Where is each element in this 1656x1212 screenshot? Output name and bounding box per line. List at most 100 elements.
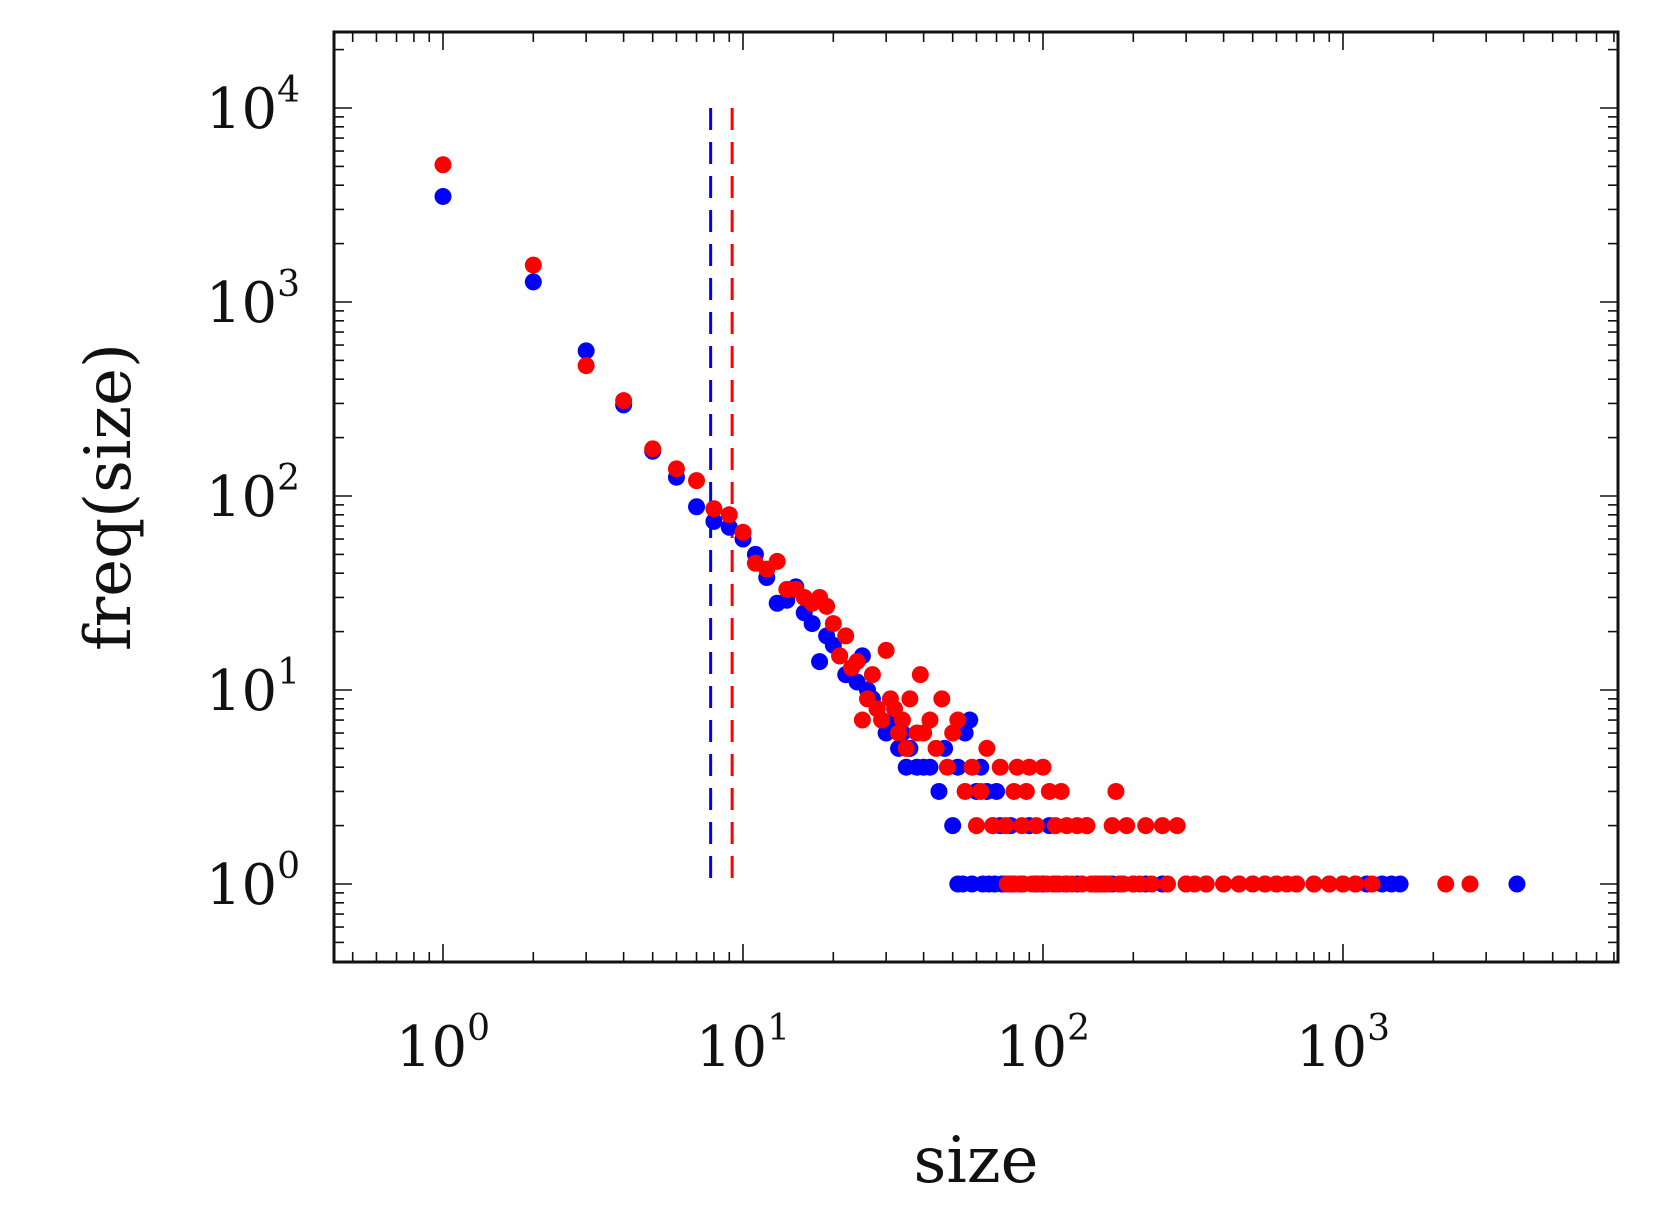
data-point — [984, 817, 1002, 835]
data-point — [1052, 782, 1070, 800]
data-point — [1437, 875, 1455, 893]
data-point — [921, 711, 939, 729]
y-tick-label: 104 — [206, 70, 300, 142]
data-point — [768, 552, 786, 570]
data-point — [988, 782, 1006, 800]
data-point — [434, 156, 452, 174]
y-tick-label: 102 — [206, 458, 300, 530]
data-point — [615, 392, 633, 410]
y-tick-label: 101 — [206, 652, 300, 724]
data-point — [967, 817, 985, 835]
data-point — [831, 647, 849, 665]
data-point — [837, 627, 855, 645]
data-point — [853, 711, 871, 729]
data-point — [1034, 758, 1052, 776]
data-point — [1244, 875, 1262, 893]
data-point — [1103, 817, 1121, 835]
data-point — [824, 615, 842, 633]
data-point — [1017, 782, 1035, 800]
data-point — [897, 739, 915, 757]
data-point — [956, 782, 974, 800]
data-point — [524, 273, 542, 291]
data-point — [1363, 875, 1381, 893]
data-point — [877, 641, 895, 659]
x-tick-labels: 100 101 102 103 — [396, 1008, 1390, 1080]
data-point — [1320, 875, 1338, 893]
data-point — [1005, 782, 1023, 800]
data-point — [1215, 875, 1233, 893]
data-point — [705, 512, 723, 530]
data-point — [818, 597, 836, 615]
data-point — [1107, 782, 1125, 800]
data-point — [803, 615, 821, 633]
data-point — [972, 782, 990, 800]
data-point — [688, 498, 706, 516]
data-point — [1288, 875, 1306, 893]
data-point — [1508, 875, 1526, 893]
data-point — [927, 739, 945, 757]
y-tick-label: 103 — [206, 264, 300, 336]
data-point — [577, 357, 595, 375]
y-axis-label: freq(size) — [72, 343, 146, 651]
data-point — [1168, 817, 1186, 835]
data-point — [997, 817, 1015, 835]
y-tick-labels: 100 101 102 103 104 — [206, 70, 300, 918]
data-point — [1013, 817, 1031, 835]
plot-frame — [332, 30, 1620, 964]
data-point — [1131, 875, 1149, 893]
data-point — [1230, 875, 1248, 893]
data-point — [720, 518, 738, 536]
data-point — [1114, 875, 1132, 893]
minor-ticks — [334, 32, 1618, 962]
data-point — [961, 711, 979, 729]
data-point — [978, 739, 996, 757]
data-point — [911, 666, 929, 684]
data-point — [1118, 817, 1136, 835]
data-point — [1461, 875, 1479, 893]
data-point — [434, 187, 452, 205]
data-point — [921, 758, 939, 776]
x-tick-label: 103 — [1296, 1008, 1390, 1080]
x-axis-label: size — [914, 1124, 1039, 1198]
data-point — [933, 690, 951, 708]
data-point — [705, 500, 723, 518]
data-point — [1153, 817, 1171, 835]
data-point — [1143, 875, 1161, 893]
data-point — [1186, 875, 1204, 893]
data-point — [1391, 875, 1409, 893]
data-point — [915, 724, 933, 742]
data-point — [577, 342, 595, 360]
data-point — [1158, 875, 1176, 893]
data-point — [811, 653, 829, 671]
data-point — [688, 472, 706, 490]
data-point — [667, 460, 685, 478]
data-point — [1008, 758, 1026, 776]
data-point — [944, 817, 962, 835]
data-point — [991, 758, 1009, 776]
data-point — [1020, 758, 1038, 776]
data-point — [1099, 875, 1117, 893]
data-point — [930, 782, 948, 800]
data-point — [1305, 875, 1323, 893]
series-red — [434, 156, 1479, 893]
data-point — [1078, 817, 1096, 835]
data-point — [734, 523, 752, 541]
data-point — [1027, 817, 1045, 835]
data-point — [644, 440, 662, 458]
data-point — [524, 256, 542, 274]
data-point — [873, 711, 891, 729]
x-tick-label: 100 — [396, 1008, 490, 1080]
threshold-lines — [709, 108, 734, 884]
data-point — [949, 711, 967, 729]
data-point — [720, 506, 738, 524]
data-point — [1334, 875, 1352, 893]
major-ticks — [334, 32, 1618, 962]
data-point — [944, 724, 962, 742]
data-point — [893, 711, 911, 729]
data-point — [1040, 782, 1058, 800]
x-tick-label: 101 — [696, 1008, 790, 1080]
data-point — [890, 724, 908, 742]
data-point — [1137, 817, 1155, 835]
data-point — [848, 653, 866, 671]
x-tick-label: 102 — [996, 1008, 1090, 1080]
